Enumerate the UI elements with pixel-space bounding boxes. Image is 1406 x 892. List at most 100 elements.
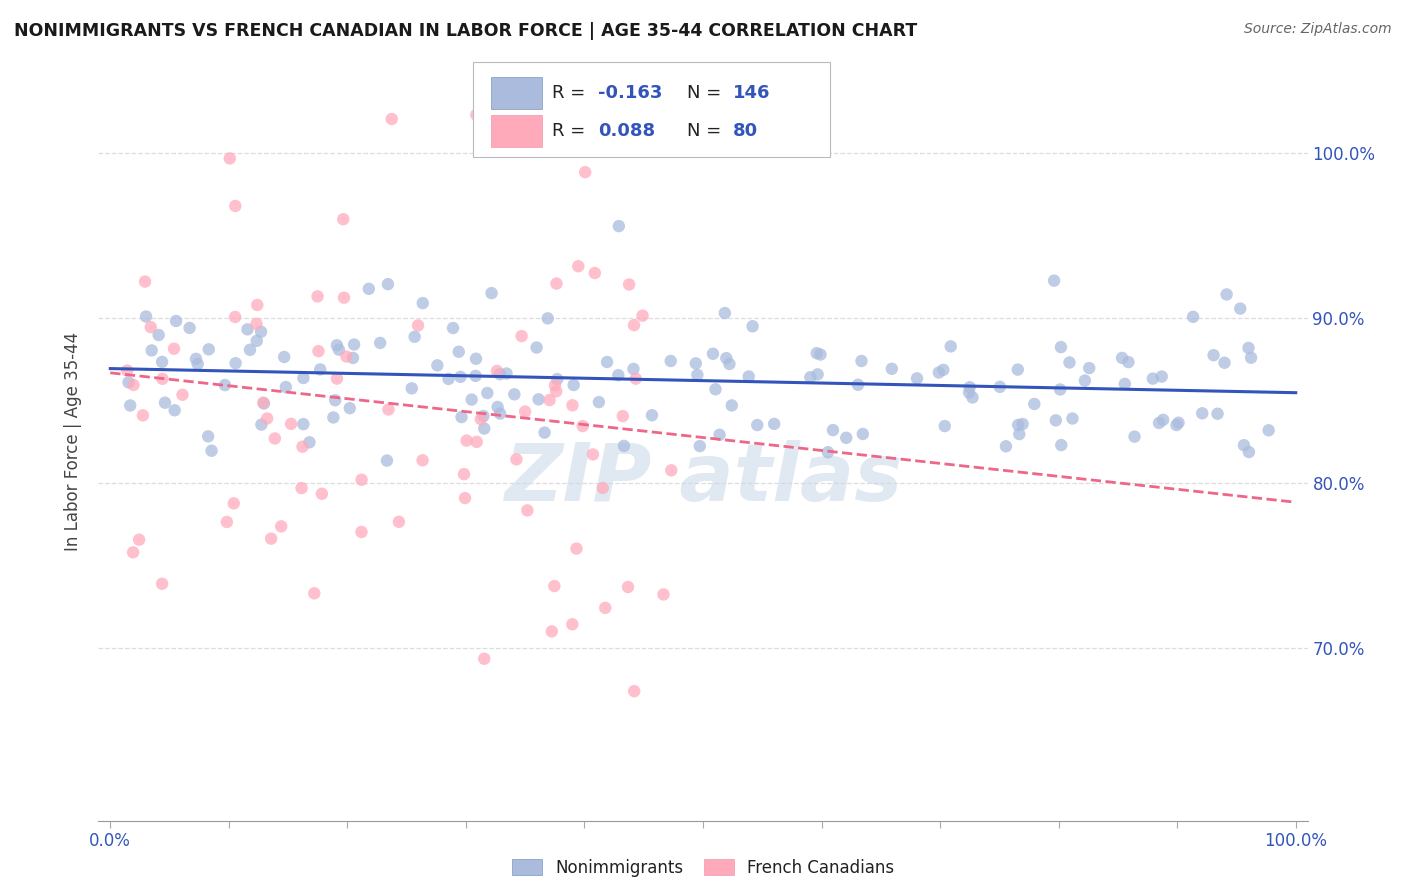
Point <box>246 334 269 348</box>
Point <box>718 357 741 371</box>
Point <box>222 496 245 510</box>
Point <box>307 289 329 303</box>
Point <box>290 481 312 495</box>
Point <box>1111 351 1133 365</box>
Point <box>623 362 645 376</box>
Point <box>596 355 619 369</box>
Point <box>806 346 828 360</box>
Point <box>565 541 588 556</box>
Point <box>163 403 186 417</box>
Point <box>741 319 763 334</box>
Point <box>846 377 869 392</box>
Point <box>264 432 287 446</box>
Point <box>150 576 173 591</box>
Point <box>574 165 596 179</box>
Point <box>239 343 262 357</box>
Point <box>544 378 567 392</box>
Point <box>377 277 399 292</box>
Point <box>225 356 247 370</box>
Text: 146: 146 <box>734 84 770 102</box>
Point <box>571 419 593 434</box>
Text: 0.088: 0.088 <box>598 121 655 140</box>
Text: R =: R = <box>551 121 591 140</box>
Point <box>377 402 399 417</box>
Point <box>807 368 830 382</box>
Point <box>141 343 163 358</box>
Point <box>150 355 173 369</box>
Point <box>139 320 162 334</box>
Point <box>617 277 640 292</box>
Point <box>1229 301 1251 316</box>
Point <box>1123 429 1146 443</box>
Point <box>1206 407 1229 421</box>
Point <box>342 351 364 365</box>
Point <box>607 368 630 383</box>
Point <box>426 359 449 373</box>
Point <box>404 330 426 344</box>
Point <box>292 417 315 431</box>
Point <box>720 399 742 413</box>
Point <box>747 418 769 433</box>
Point <box>250 417 273 432</box>
FancyBboxPatch shape <box>474 62 830 157</box>
Point <box>333 291 356 305</box>
Point <box>1240 351 1263 365</box>
Point <box>450 410 472 425</box>
Point <box>686 368 709 382</box>
Point <box>215 515 238 529</box>
Text: N =: N = <box>688 84 727 102</box>
Point <box>246 298 269 312</box>
Point <box>197 429 219 443</box>
Point <box>546 277 568 291</box>
Point <box>652 587 675 601</box>
Point <box>486 400 509 414</box>
Point <box>122 545 145 559</box>
Point <box>326 371 349 385</box>
Point <box>537 311 560 326</box>
Point <box>465 108 488 122</box>
Point <box>716 351 738 366</box>
Point <box>1043 274 1066 288</box>
Point <box>322 410 344 425</box>
Point <box>714 306 737 320</box>
Point <box>328 343 350 357</box>
Point <box>583 266 606 280</box>
Point <box>821 423 844 437</box>
Point <box>928 366 950 380</box>
Y-axis label: In Labor Force | Age 35-44: In Labor Force | Age 35-44 <box>65 332 83 551</box>
Point <box>148 328 170 343</box>
Point <box>959 380 981 394</box>
Point <box>117 376 139 390</box>
Point <box>453 467 475 482</box>
Point <box>357 282 380 296</box>
Point <box>641 409 664 423</box>
Point <box>1074 374 1097 388</box>
Point <box>1147 416 1170 430</box>
Point <box>218 152 240 166</box>
Point <box>472 409 495 423</box>
Point <box>623 318 645 332</box>
Point <box>270 519 292 533</box>
Point <box>852 427 875 442</box>
Point <box>516 503 538 517</box>
Point <box>224 310 246 324</box>
Point <box>533 425 555 440</box>
Text: N =: N = <box>688 121 727 140</box>
Point <box>1050 438 1073 452</box>
Point <box>200 443 222 458</box>
Point <box>115 363 138 377</box>
Point <box>1078 361 1101 376</box>
Point <box>932 363 955 377</box>
Point <box>810 347 832 361</box>
Point <box>1213 356 1236 370</box>
Text: R =: R = <box>551 84 591 102</box>
Point <box>592 481 614 495</box>
Point <box>214 378 236 392</box>
Point <box>612 409 634 423</box>
Point <box>1045 413 1067 427</box>
Point <box>1237 445 1260 459</box>
Point <box>1050 340 1073 354</box>
Point <box>1166 417 1188 432</box>
Point <box>307 344 329 359</box>
Point <box>835 431 858 445</box>
